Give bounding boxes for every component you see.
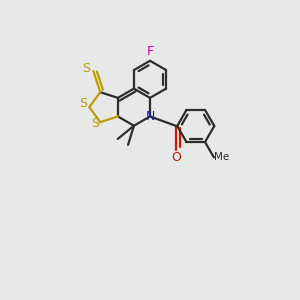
Text: O: O [171, 151, 181, 164]
Text: F: F [146, 45, 154, 58]
Text: Me: Me [214, 152, 230, 162]
Text: N: N [146, 110, 156, 123]
Text: S: S [79, 97, 87, 110]
Text: S: S [82, 62, 90, 75]
Text: S: S [91, 117, 99, 130]
